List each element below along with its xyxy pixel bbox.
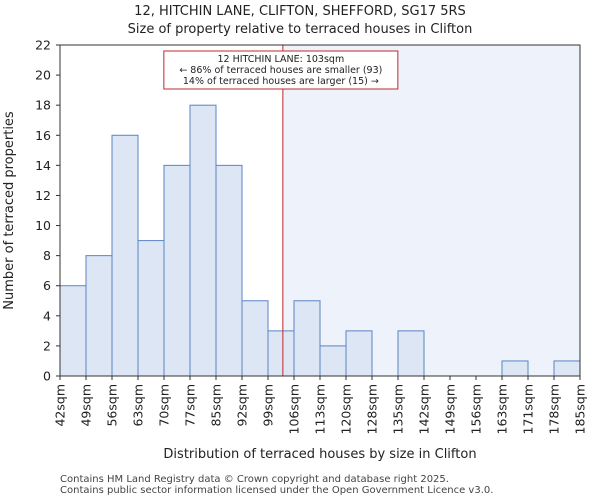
y-tick-label: 4 (43, 308, 51, 323)
x-tick-label: 128sqm (365, 384, 380, 434)
x-tick-label: 163sqm (495, 384, 510, 434)
x-tick-label: 85sqm (209, 384, 224, 427)
y-tick-label: 6 (43, 278, 51, 293)
x-axis-ticks: 42sqm 49sqm 56sqm 63sqm 70sqm 77sqm 85sqm 92sqm… (53, 376, 588, 434)
x-axis-label: Distribution of terraced houses by size … (163, 447, 476, 462)
x-tick-label: 142sqm (417, 384, 432, 434)
y-axis-label: Number of terraced properties (2, 111, 17, 310)
y-tick-label: 2 (43, 338, 51, 353)
x-tick-label: 77sqm (183, 384, 198, 427)
x-tick-label: 113sqm (313, 384, 328, 434)
x-tick-label: 178sqm (547, 384, 562, 434)
x-tick-label: 42sqm (53, 384, 68, 427)
y-tick-label: 10 (35, 218, 51, 233)
bar (163, 164, 191, 377)
x-tick-label: 70sqm (157, 384, 172, 427)
annotation-line: 12 HITCHIN LANE: 103sqm (217, 54, 344, 65)
bar (267, 330, 295, 377)
bar (85, 255, 113, 377)
x-tick-label: 63sqm (131, 384, 146, 427)
bar (501, 360, 529, 377)
larger-region-highlight (282, 45, 580, 376)
marker-annotation: 12 HITCHIN LANE: 103sqm← 86% of terraced… (163, 50, 399, 90)
y-axis-ticks: 0 2 4 6 8 10 12 14 16 18 20 22 (35, 38, 60, 384)
y-tick-label: 14 (35, 158, 51, 173)
bar (215, 164, 243, 377)
chart-title-line: 12, HITCHIN LANE, CLIFTON, SHEFFORD, SG1… (134, 4, 466, 19)
bar (345, 330, 373, 377)
x-tick-label: 106sqm (287, 384, 302, 434)
chart-title-line: Size of property relative to terraced ho… (128, 22, 473, 37)
x-tick-label: 120sqm (339, 384, 354, 434)
y-tick-label: 18 (35, 98, 51, 113)
x-tick-label: 156sqm (469, 384, 484, 434)
bar (293, 300, 321, 377)
annotation-box (163, 50, 399, 90)
y-tick-label: 16 (35, 128, 51, 143)
bar (553, 360, 581, 377)
y-tick-label: 20 (35, 68, 51, 83)
y-tick-label: 22 (35, 38, 51, 53)
y-tick-label: 8 (43, 248, 51, 263)
annotation-line: ← 86% of terraced houses are smaller (93… (179, 65, 382, 76)
chart-title: 12, HITCHIN LANE, CLIFTON, SHEFFORD, SG1… (128, 4, 473, 37)
x-tick-label: 171sqm (521, 384, 536, 434)
x-tick-label: 92sqm (235, 384, 250, 427)
x-tick-label: 49sqm (79, 384, 94, 427)
footer-line-1: Contains HM Land Registry data © Crown c… (60, 474, 449, 485)
y-tick-label: 0 (43, 369, 51, 384)
bar (397, 330, 425, 377)
bar (59, 285, 87, 377)
x-tick-label: 99sqm (261, 384, 276, 427)
footer-line-2: Contains public sector information licen… (60, 485, 494, 496)
x-tick-label: 185sqm (573, 384, 588, 434)
bar (319, 345, 347, 377)
bar (137, 240, 165, 377)
x-tick-label: 56sqm (105, 384, 120, 427)
x-tick-label: 149sqm (443, 384, 458, 434)
bar (241, 300, 269, 377)
annotation-line: 14% of terraced houses are larger (15) → (183, 76, 379, 87)
x-tick-label: 135sqm (391, 384, 406, 434)
bar (111, 134, 139, 377)
bar (189, 104, 217, 377)
y-tick-label: 12 (35, 188, 51, 203)
bars (59, 104, 581, 377)
